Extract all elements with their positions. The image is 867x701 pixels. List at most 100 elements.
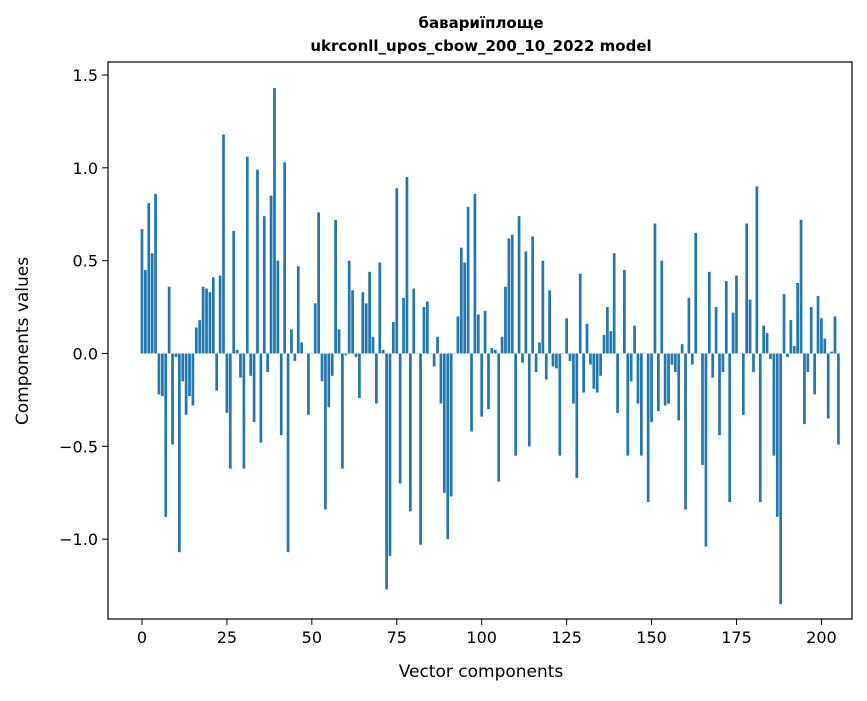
- x-tick-label: 200: [806, 628, 837, 647]
- bar-127: [572, 354, 575, 404]
- bar-186: [773, 354, 776, 456]
- bar-27: [232, 231, 235, 354]
- bar-5: [158, 354, 161, 395]
- bar-191: [789, 320, 792, 353]
- bar-21: [212, 277, 215, 353]
- bar-31: [246, 157, 249, 354]
- bar-15: [192, 354, 195, 406]
- bar-165: [701, 354, 704, 465]
- bar-155: [667, 354, 670, 404]
- bar-152: [657, 354, 660, 412]
- bar-71: [382, 350, 385, 354]
- bar-45: [293, 354, 296, 361]
- bar-189: [783, 294, 786, 353]
- bar-178: [745, 224, 748, 354]
- bar-17: [198, 320, 201, 353]
- bar-69: [375, 354, 378, 404]
- bar-183: [762, 326, 765, 354]
- bar-41: [280, 354, 283, 436]
- bar-10: [175, 354, 178, 358]
- bar-24: [222, 134, 225, 353]
- bar-105: [497, 354, 500, 482]
- bar-33: [253, 354, 256, 423]
- bar-56: [331, 354, 334, 376]
- bar-135: [599, 354, 602, 376]
- x-tick-label: 75: [387, 628, 407, 647]
- bar-103: [491, 348, 494, 354]
- bar-195: [803, 354, 806, 425]
- bar-166: [705, 354, 708, 547]
- bar-78: [406, 177, 409, 353]
- bar-169: [715, 307, 718, 353]
- chart-title-line2: ukrconll_upos_cbow_200_10_2022 model: [310, 37, 651, 55]
- bar-101: [484, 311, 487, 354]
- bar-47: [300, 342, 303, 353]
- bar-188: [779, 354, 782, 605]
- bar-107: [504, 287, 507, 354]
- bar-30: [243, 354, 246, 469]
- bar-86: [433, 354, 436, 367]
- bar-116: [535, 354, 538, 373]
- bar-25: [226, 354, 229, 413]
- bar-162: [691, 354, 694, 365]
- bar-32: [249, 354, 252, 376]
- bar-14: [188, 354, 191, 397]
- bar-94: [460, 248, 463, 354]
- bar-93: [457, 316, 460, 353]
- bar-75: [395, 188, 398, 353]
- bar-163: [694, 233, 697, 354]
- bar-171: [722, 354, 725, 373]
- bar-158: [677, 354, 680, 421]
- bar-88: [440, 354, 443, 404]
- bar-173: [728, 354, 731, 503]
- bar-119: [545, 354, 548, 380]
- bar-181: [756, 186, 759, 353]
- bar-2: [147, 203, 150, 353]
- bar-89: [443, 354, 446, 493]
- bar-43: [287, 354, 290, 553]
- bar-122: [555, 354, 558, 369]
- bar-46: [297, 266, 300, 353]
- bar-98: [474, 194, 477, 354]
- bar-157: [674, 354, 677, 373]
- bar-53: [321, 354, 324, 382]
- bar-146: [637, 354, 640, 404]
- bar-34: [256, 170, 259, 354]
- bar-170: [718, 354, 721, 436]
- bar-87: [436, 337, 439, 354]
- bar-102: [487, 354, 490, 410]
- bar-36: [263, 216, 266, 353]
- bar-168: [711, 354, 714, 378]
- bar-38: [270, 196, 273, 354]
- bar-197: [810, 307, 813, 353]
- bar-130: [582, 354, 585, 393]
- bar-4: [154, 194, 157, 354]
- bar-91: [450, 354, 453, 497]
- bar-35: [260, 354, 263, 443]
- bar-66: [365, 303, 368, 353]
- bar-153: [660, 261, 663, 354]
- bar-8: [168, 287, 171, 354]
- chart-title-line1: бавариїплоще: [418, 14, 543, 32]
- bar-111: [518, 216, 521, 353]
- bar-29: [239, 354, 242, 378]
- bar-175: [735, 276, 738, 354]
- bar-198: [813, 354, 816, 395]
- x-tick-label: 125: [551, 628, 582, 647]
- bar-37: [266, 354, 269, 373]
- y-tick-label: 0.5: [73, 252, 98, 271]
- bar-20: [209, 292, 212, 353]
- bar-77: [402, 298, 405, 354]
- bar-149: [647, 354, 650, 503]
- bar-134: [596, 354, 599, 393]
- y-tick-label: −1.0: [59, 530, 98, 549]
- bar-6: [161, 354, 164, 397]
- bar-61: [348, 261, 351, 354]
- bar-187: [776, 354, 779, 517]
- bar-16: [195, 328, 198, 354]
- bar-108: [508, 238, 511, 353]
- x-tick-label: 150: [636, 628, 667, 647]
- bar-110: [514, 354, 517, 456]
- bar-49: [307, 354, 310, 415]
